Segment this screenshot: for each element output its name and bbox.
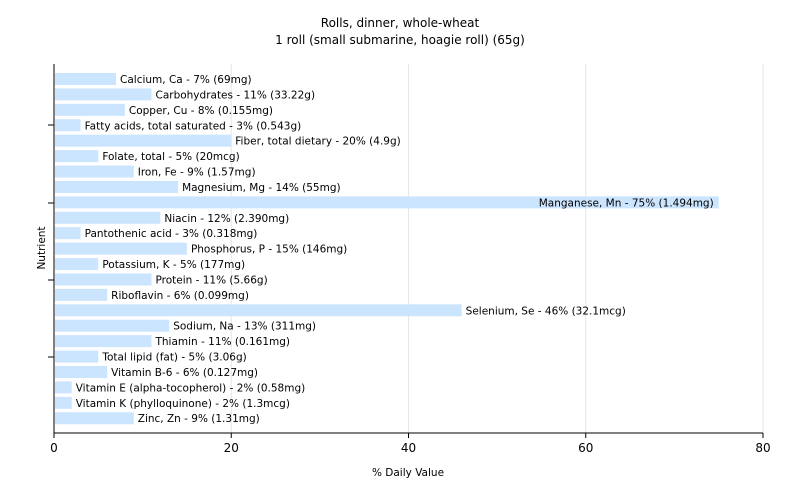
bar-label: Total lipid (fat) - 5% (3.06g): [101, 352, 246, 364]
x-tick-label: 20: [224, 441, 239, 455]
x-axis-title: % Daily Value: [372, 467, 444, 479]
x-tick-label: 60: [578, 441, 593, 455]
bar-label: Magnesium, Mg - 14% (55mg): [182, 182, 341, 194]
bar-label: Pantothenic acid - 3% (0.318mg): [85, 228, 258, 240]
y-axis-title: Nutrient: [36, 226, 48, 269]
bar-label: Riboflavin - 6% (0.099mg): [111, 290, 249, 302]
bar: [55, 196, 719, 209]
bar-label: Protein - 11% (5.66g): [155, 274, 267, 286]
x-tick-label: 80: [755, 441, 770, 455]
bar-label: Niacin - 12% (2.390mg): [164, 213, 289, 225]
axes: 0 20 40 60 80: [48, 64, 771, 455]
bar: [55, 88, 152, 101]
bar-label: Fatty acids, total saturated - 3% (0.543…: [85, 120, 302, 132]
bar-label: Thiamin - 11% (0.161mg): [154, 336, 290, 348]
bar-label: Vitamin K (phylloquinone) - 2% (1.3mcg): [76, 398, 290, 410]
bar-label: Selenium, Se - 46% (32.1mcg): [466, 305, 626, 317]
bar-label: Calcium, Ca - 7% (69mg): [120, 74, 252, 86]
x-tick-label: 0: [50, 441, 58, 455]
bar-label: Carbohydrates - 11% (33.22g): [155, 89, 315, 101]
bar-label: Fiber, total dietary - 20% (4.9g): [235, 136, 400, 148]
bar: [55, 412, 134, 425]
bar: [55, 319, 170, 332]
bar-label: Potassium, K - 5% (177mg): [102, 259, 245, 271]
bar-label: Phosphorus, P - 15% (146mg): [191, 244, 347, 256]
bar: [55, 73, 117, 85]
bar-label: Manganese, Mn - 75% (1.494mg): [539, 197, 714, 209]
bar-label: Vitamin E (alpha-tocopherol) - 2% (0.58m…: [76, 382, 306, 394]
bar: [55, 396, 72, 409]
bar: [55, 165, 134, 178]
bar: [55, 103, 125, 116]
bar-label: Copper, Cu - 8% (0.155mg): [129, 105, 273, 117]
bar: [55, 227, 81, 240]
bar: [55, 273, 152, 286]
bar-label: Sodium, Na - 13% (311mg): [173, 321, 316, 333]
bar-label: Folate, total - 5% (20mcg): [102, 151, 239, 163]
bar: [55, 134, 232, 147]
bar: [55, 258, 99, 271]
bar: [55, 242, 187, 255]
chart-title: Rolls, dinner, whole-wheat: [321, 16, 480, 30]
bar: [55, 288, 108, 301]
grid-lines: [230, 64, 764, 433]
chart-subtitle: 1 roll (small submarine, hoagie roll) (6…: [275, 33, 525, 47]
bar: [55, 180, 179, 193]
bar: [55, 150, 99, 163]
bars: Calcium, Ca - 7% (69mg) Carbohydrates - 1…: [55, 73, 719, 425]
bar-label: Zinc, Zn - 9% (1.31mg): [138, 413, 260, 425]
bar-label: Iron, Fe - 9% (1.57mg): [138, 167, 256, 179]
x-tick-label: 40: [401, 441, 416, 455]
bar: [55, 304, 462, 317]
bar-label: Vitamin B-6 - 6% (0.127mg): [111, 367, 258, 379]
bar: [55, 365, 108, 378]
bar: [55, 350, 99, 363]
bar: [55, 381, 72, 394]
bar: [55, 211, 161, 224]
bar: [55, 335, 152, 348]
bar: [55, 119, 81, 132]
